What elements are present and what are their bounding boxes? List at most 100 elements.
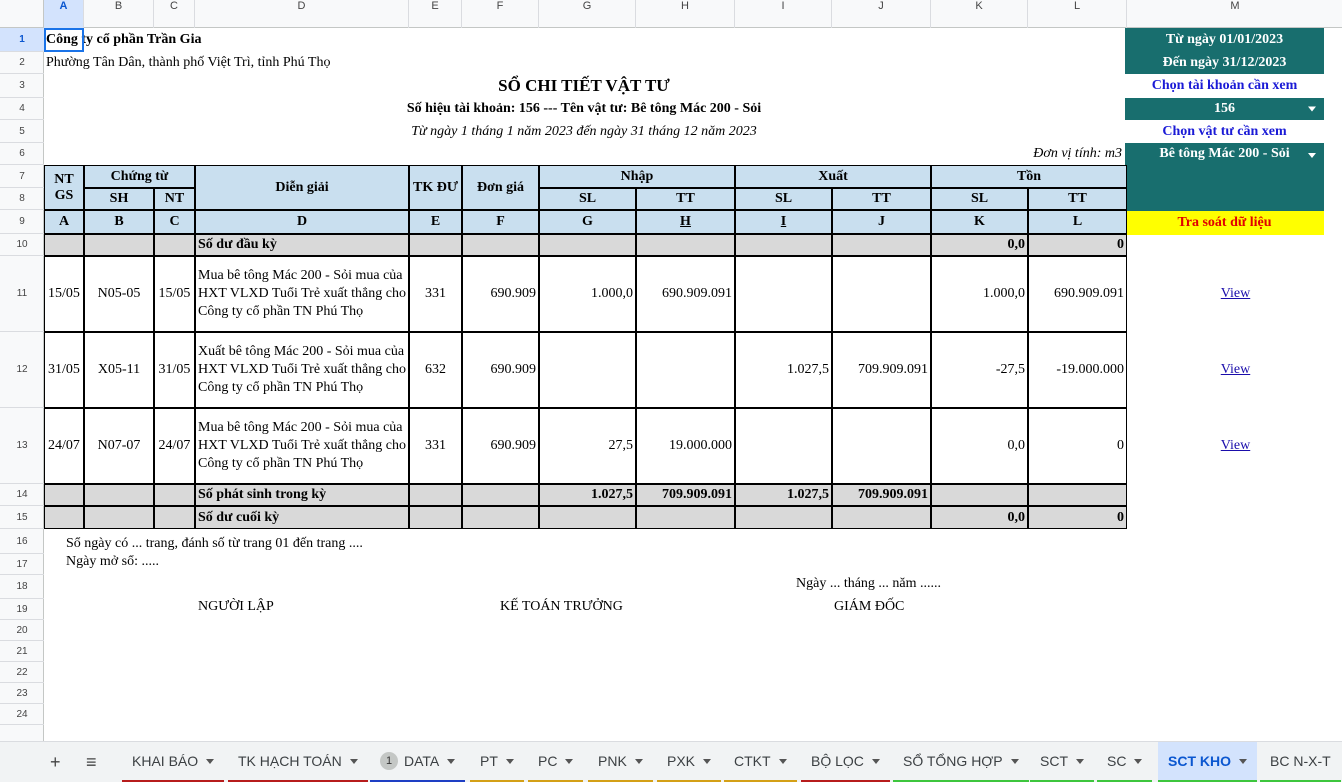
add-sheet-button[interactable]: +	[50, 752, 61, 772]
column-header-f[interactable]: F	[462, 0, 539, 28]
entry-xuat-sl: 1.027,5	[735, 332, 832, 408]
empty-cell	[154, 234, 195, 256]
row-header-3[interactable]: 3	[0, 74, 44, 98]
sheet-grid[interactable]: Công ty cổ phần Trần Gia Phường Tân Dân,…	[44, 28, 1342, 741]
row-header-21[interactable]: 21	[0, 641, 44, 662]
chevron-down-icon	[871, 758, 880, 764]
row-header-5[interactable]: 5	[0, 120, 44, 143]
row-header-14[interactable]: 14	[0, 484, 44, 506]
view-link[interactable]: View	[1220, 438, 1251, 453]
empty-cell	[84, 506, 154, 529]
report-subtitle: Số hiệu tài khoản: 156 --- Tên vật tư: B…	[406, 101, 762, 116]
sheet-tab-b-l-c[interactable]: BỘ LỌC	[801, 742, 890, 782]
select-all-corner[interactable]	[0, 0, 44, 28]
row-header-1[interactable]: 1	[0, 28, 44, 52]
row-header-6[interactable]: 6	[0, 143, 44, 165]
row-header-10[interactable]: 10	[0, 234, 44, 256]
material-dropdown[interactable]: Bê tông Mác 200 - Sỏi	[1125, 143, 1324, 211]
column-header-k[interactable]: K	[931, 0, 1028, 28]
empty-cell	[154, 506, 195, 529]
sheet-tab-tk-h-ch-to-n[interactable]: TK HẠCH TOÁN	[228, 742, 368, 782]
column-header-c[interactable]: C	[154, 0, 195, 28]
check-data-button[interactable]: Tra soát dữ liệu	[1125, 211, 1324, 235]
chevron-down-icon	[565, 758, 574, 764]
sheet-tab-label: SỔ TỔNG HỢP	[903, 753, 1003, 769]
column-header-h[interactable]: H	[636, 0, 735, 28]
view-link[interactable]: View	[1220, 286, 1251, 301]
row-header-9[interactable]: 9	[0, 210, 44, 234]
header-letter-j: J	[832, 210, 931, 234]
row-header-2[interactable]: 2	[0, 52, 44, 74]
entry-tk-du: 331	[409, 256, 462, 332]
entry-nt: 15/05	[154, 256, 195, 332]
entry-tk-du: 331	[409, 408, 462, 484]
column-header-b[interactable]: B	[84, 0, 154, 28]
all-sheets-menu-icon[interactable]: ≡	[86, 752, 97, 772]
header-ton: Tồn	[931, 165, 1127, 188]
chevron-down-icon	[349, 758, 358, 764]
row-header-20[interactable]: 20	[0, 620, 44, 641]
sheet-tab-data[interactable]: 1 DATA	[370, 742, 466, 782]
row-header-15[interactable]: 15	[0, 506, 44, 529]
sheet-tab-bc-n-x-t[interactable]: BC N-X-T	[1260, 742, 1341, 782]
header-tk-du: TK ĐƯ	[409, 165, 462, 210]
column-header-a[interactable]: A	[44, 0, 84, 28]
sheet-tab-khai-b-o[interactable]: KHAI BÁO	[122, 742, 225, 782]
entry-don-gia: 690.909	[462, 332, 539, 408]
notification-badge: 1	[380, 752, 398, 770]
column-header-l[interactable]: L	[1028, 0, 1127, 28]
row-header-4[interactable]: 4	[0, 98, 44, 120]
row-header-16[interactable]: 16	[0, 529, 44, 554]
account-dropdown[interactable]: 156	[1125, 98, 1324, 120]
row-header-11[interactable]: 11	[0, 256, 44, 332]
sheet-tab-sct-kho[interactable]: SCT KHO	[1158, 742, 1257, 782]
header-chung-tu: Chứng từ	[84, 165, 195, 188]
entry-xuat-tt	[832, 408, 931, 484]
empty-cell	[154, 484, 195, 506]
row-header-22[interactable]: 22	[0, 662, 44, 683]
sheet-tab-sc[interactable]: SC	[1097, 742, 1153, 782]
sheet-tab-pnk[interactable]: PNK	[588, 742, 653, 782]
chevron-down-icon	[1010, 758, 1019, 764]
sheet-tab-ctkt[interactable]: CTKT	[724, 742, 797, 782]
company-address: Phường Tân Dân, thành phố Việt Trì, tỉnh…	[46, 55, 331, 70]
view-link[interactable]: View	[1220, 362, 1251, 377]
empty-cell	[832, 506, 931, 529]
sheet-tab-pt[interactable]: PT	[470, 742, 524, 782]
entry-sh: N05-05	[84, 256, 154, 332]
empty-cell	[636, 234, 735, 256]
empty-cell	[44, 506, 84, 529]
empty-cell	[539, 234, 636, 256]
row-header-24[interactable]: 24	[0, 704, 44, 725]
chevron-down-icon	[447, 758, 456, 764]
entry-nhap-tt: 690.909.091	[636, 256, 735, 332]
entry-xuat-tt: 709.909.091	[832, 332, 931, 408]
account-value: 156	[1214, 101, 1235, 116]
empty-cell	[462, 234, 539, 256]
row-header-23[interactable]: 23	[0, 683, 44, 704]
opening-ton-sl: 0,0	[931, 234, 1028, 256]
column-header-j[interactable]: J	[832, 0, 931, 28]
column-header-e[interactable]: E	[409, 0, 462, 28]
sheet-tab-s-t-ng-h-p[interactable]: SỔ TỔNG HỢP	[893, 742, 1029, 782]
entry-ntgs: 31/05	[44, 332, 84, 408]
row-header-19[interactable]: 19	[0, 599, 44, 620]
row-header-8[interactable]: 8	[0, 188, 44, 210]
sheet-tab-pc[interactable]: PC	[528, 742, 584, 782]
column-header-g[interactable]: G	[539, 0, 636, 28]
column-header-i[interactable]: I	[735, 0, 832, 28]
sheet-tab-sct[interactable]: SCT	[1030, 742, 1094, 782]
closing-balance-label: Số dư cuối kỳ	[195, 506, 409, 529]
row-header-17[interactable]: 17	[0, 554, 44, 575]
column-header-m[interactable]: M	[1127, 0, 1342, 28]
entry-tk-du: 632	[409, 332, 462, 408]
row-header-12[interactable]: 12	[0, 332, 44, 408]
row-header-18[interactable]: 18	[0, 575, 44, 599]
sheet-tab-pxk[interactable]: PXK	[657, 742, 722, 782]
row-header-7[interactable]: 7	[0, 165, 44, 188]
entry-xuat-tt	[832, 256, 931, 332]
sheet-tab-label: PXK	[667, 753, 696, 769]
row-header-13[interactable]: 13	[0, 408, 44, 484]
column-header-d[interactable]: D	[195, 0, 409, 28]
entry-xuat-sl	[735, 256, 832, 332]
